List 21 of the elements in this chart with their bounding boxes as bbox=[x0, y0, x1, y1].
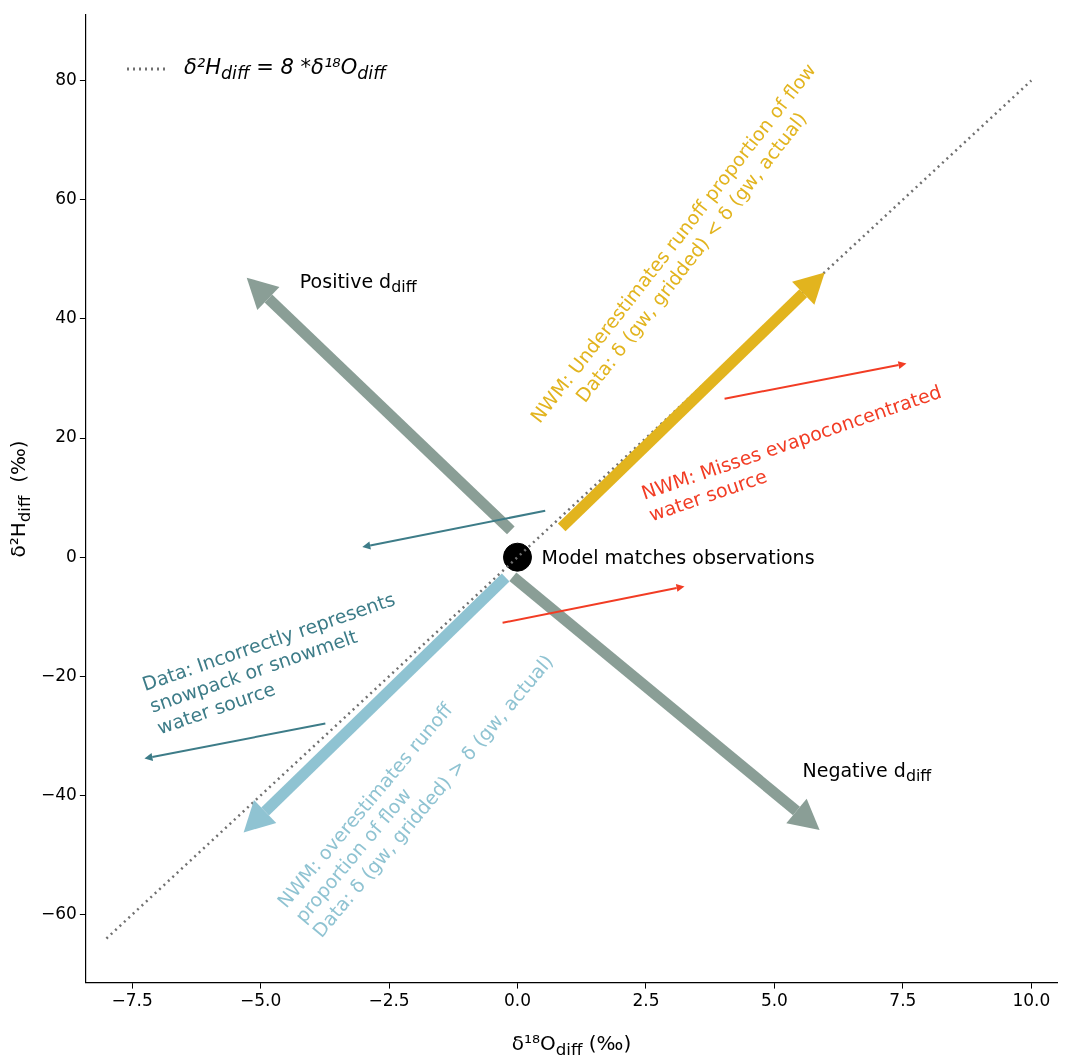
x-tick-label: −5.0 bbox=[239, 990, 282, 1011]
y-tick-label: −20 bbox=[40, 664, 77, 685]
y-tick-label: 0 bbox=[66, 545, 77, 566]
legend-label: δ²H$_{diff}$ = 8 *δ¹⁸O$_{diff}$ bbox=[183, 55, 386, 84]
x-tick-label: 5.0 bbox=[760, 990, 788, 1011]
y-tick-label: 60 bbox=[55, 188, 77, 209]
x-tick-label: −7.5 bbox=[111, 990, 153, 1011]
y-tick-label: 20 bbox=[55, 426, 77, 447]
x-axis-title: δ¹⁸O$_{diff}$ (‰) bbox=[511, 1031, 632, 1059]
x-tick-label: 0.0 bbox=[503, 990, 532, 1011]
annotation: Positive d$_{diff}$ bbox=[299, 269, 417, 297]
annotation: Negative d$_{diff}$ bbox=[802, 758, 932, 786]
y-tick-label: 80 bbox=[55, 68, 77, 89]
series-label: Model matches observations bbox=[541, 546, 815, 569]
x-tick-label: 7.5 bbox=[889, 990, 917, 1011]
y-tick-label: 40 bbox=[55, 307, 77, 328]
x-tick-label: 2.5 bbox=[632, 990, 660, 1011]
y-tick-label: −40 bbox=[40, 783, 77, 804]
x-tick-label: 10.0 bbox=[1012, 990, 1051, 1011]
y-tick-label: −60 bbox=[40, 903, 77, 924]
x-tick-label: −2.5 bbox=[368, 990, 410, 1011]
